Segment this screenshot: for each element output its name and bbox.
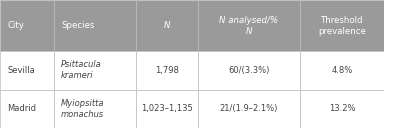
- Text: Myiopsitta
monachus: Myiopsitta monachus: [61, 99, 105, 119]
- Text: Species: Species: [61, 21, 94, 30]
- Bar: [136, 90, 198, 128]
- Bar: [0, 0, 54, 51]
- Bar: [54, 51, 136, 90]
- Bar: [300, 90, 384, 128]
- Bar: [0, 51, 54, 90]
- Bar: [300, 51, 384, 90]
- Text: Sevilla: Sevilla: [7, 66, 35, 75]
- Bar: [136, 0, 198, 51]
- Bar: [300, 0, 384, 51]
- Text: 13.2%: 13.2%: [329, 104, 355, 113]
- Text: Madrid: Madrid: [7, 104, 36, 113]
- Bar: [198, 51, 300, 90]
- Text: N: N: [164, 21, 170, 30]
- Text: 21/(1.9–2.1%): 21/(1.9–2.1%): [220, 104, 278, 113]
- Text: 1,023–1,135: 1,023–1,135: [141, 104, 193, 113]
- Bar: [0, 90, 54, 128]
- Text: City: City: [7, 21, 24, 30]
- Text: N analysed/%
N: N analysed/% N: [220, 15, 278, 36]
- Text: 60/(3.3%): 60/(3.3%): [228, 66, 270, 75]
- Bar: [54, 0, 136, 51]
- Text: Psittacula
krameri: Psittacula krameri: [61, 60, 102, 81]
- Text: 1,798: 1,798: [155, 66, 179, 75]
- Bar: [54, 90, 136, 128]
- Bar: [198, 0, 300, 51]
- Text: 4.8%: 4.8%: [331, 66, 353, 75]
- Text: Threshold
prevalence: Threshold prevalence: [318, 15, 366, 36]
- Bar: [198, 90, 300, 128]
- Bar: [384, 0, 400, 128]
- Bar: [136, 51, 198, 90]
